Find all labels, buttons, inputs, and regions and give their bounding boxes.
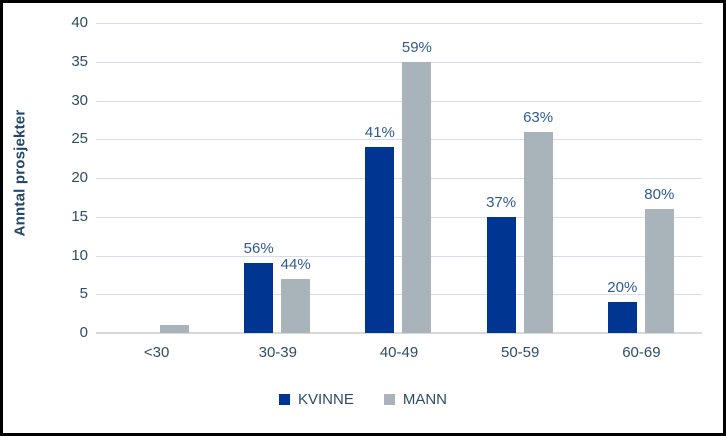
- y-tick-label-15: 15: [71, 207, 88, 225]
- bar-mann-40-49: [402, 61, 432, 333]
- x-tick-label-30-39: 30-39: [258, 344, 297, 361]
- gridline-40: [96, 23, 702, 24]
- y-tick-label-5: 5: [79, 285, 88, 303]
- gridline-5: [96, 294, 702, 296]
- x-tick-label-40-49: 40-49: [379, 344, 419, 361]
- bar-value-label-kvinne-40-49: 41%: [364, 124, 395, 141]
- gridline-25: [96, 139, 702, 141]
- gridline-35: [96, 61, 702, 63]
- bar-mann-50-59: [523, 131, 553, 333]
- legend-label-mann: MANN: [402, 391, 448, 408]
- legend-label-kvinne: KVINNE: [297, 391, 354, 408]
- y-tick-label-30: 30: [71, 91, 88, 109]
- bar-mann-60-69: [644, 209, 674, 333]
- bar-value-label-mann-60-69: 80%: [644, 186, 675, 203]
- y-tick-label-0: 0: [79, 324, 88, 341]
- y-axis-title: Anntal prosjekter: [11, 109, 29, 237]
- gridline-10: [96, 255, 702, 257]
- legend-swatch-mann-icon: [383, 394, 395, 405]
- legend-swatch-kvinne-icon: [278, 394, 290, 405]
- y-tick-label-25: 25: [71, 130, 88, 148]
- bar-value-label-kvinne-60-69: 20%: [607, 279, 638, 296]
- legend-item-kvinne: KVINNE: [278, 391, 354, 408]
- gridline-20: [96, 178, 702, 179]
- gridline-15: [96, 216, 702, 218]
- bar-value-label-mann-50-59: 63%: [523, 108, 554, 126]
- bar-value-label-mann-40-49: 59%: [401, 38, 432, 56]
- x-tick-label-60-69: 60-69: [622, 344, 661, 361]
- bar-mann-30: [160, 325, 189, 333]
- chart-content: Anntal prosjekter KVINNE MANN 0 5 10 15 20 25 3…: [3, 3, 723, 433]
- bar-kvinne-60-69: [607, 302, 637, 333]
- y-tick-label-35: 35: [71, 52, 88, 70]
- y-tick-label-10: 10: [71, 246, 88, 264]
- x-axis-line: [96, 332, 702, 334]
- plot-area: [96, 23, 702, 334]
- legend-item-mann: MANN: [383, 391, 448, 408]
- x-tick-label-50-59: 50-59: [501, 344, 540, 361]
- bar-kvinne-30-39: [244, 263, 274, 333]
- bar-value-label-kvinne-50-59: 37%: [486, 193, 517, 211]
- bar-kvinne-50-59: [486, 216, 516, 333]
- bar-value-label-kvinne-30-39: 56%: [243, 240, 274, 258]
- bar-value-label-mann-30-39: 44%: [280, 255, 311, 273]
- bar-kvinne-40-49: [365, 147, 395, 333]
- legend: KVINNE MANN: [3, 391, 723, 408]
- gridline-30: [96, 100, 702, 102]
- x-tick-label-30: <30: [143, 344, 170, 361]
- y-tick-label-40: 40: [71, 14, 88, 31]
- bar-mann-30-39: [281, 278, 311, 333]
- y-tick-label-20: 20: [71, 169, 88, 186]
